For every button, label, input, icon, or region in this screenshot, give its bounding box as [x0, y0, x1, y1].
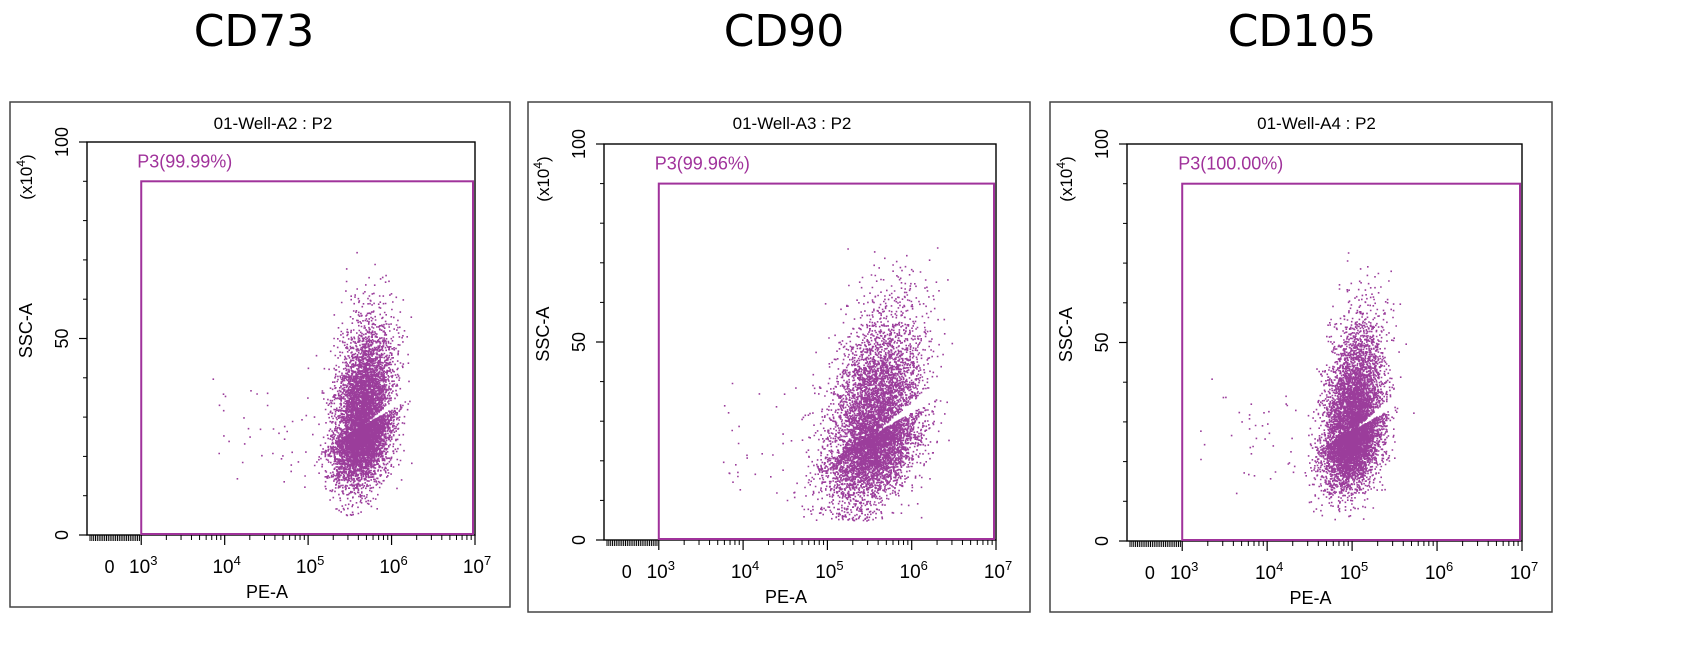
x-tick-label: 104	[731, 558, 759, 583]
plot-title: 01-Well-A3 : P2	[733, 114, 852, 133]
y-tick-label: 100	[1092, 129, 1112, 159]
x-tick-label: 0	[1145, 563, 1155, 583]
x-tick-label: 103	[129, 553, 157, 578]
gate-label: P3(99.99%)	[137, 151, 232, 171]
y-unit-label: (x104)	[1054, 156, 1076, 201]
scatter-dots	[1200, 252, 1415, 521]
x-tick-label: 0	[105, 557, 115, 577]
x-tick-label: 106	[1425, 559, 1453, 584]
x-tick-label: 107	[463, 553, 491, 578]
y-axis-label: SSC-A	[533, 307, 553, 362]
x-tick-label: 105	[815, 558, 843, 583]
gate-p3	[657, 182, 996, 540]
y-tick-label: 100	[569, 129, 589, 159]
x-tick-label: 106	[379, 553, 407, 578]
scatter-panel-1: 01-Well-A2 : P2 P3(99.99%) 0 50 100 SSC-A (x10…	[9, 101, 511, 608]
y-tick-label: 0	[52, 530, 72, 540]
x-tick-label: 0	[622, 562, 632, 582]
x-tick-label: 104	[1255, 559, 1283, 584]
y-unit-label: (x104)	[531, 156, 553, 201]
gate-p3	[1181, 182, 1522, 541]
scatter-dots	[722, 247, 954, 522]
y-tick-label: 0	[569, 535, 589, 545]
x-tick-label: 107	[984, 558, 1012, 583]
y-tick-label: 50	[52, 328, 72, 348]
panel-frame	[527, 101, 1031, 613]
x-tick-label: 103	[1170, 559, 1198, 584]
panel-title-cd73: CD73	[193, 6, 315, 57]
x-tick-label: 106	[900, 558, 928, 583]
y-axis-label: SSC-A	[1056, 307, 1076, 362]
panel-title-cd90: CD90	[723, 6, 845, 57]
y-tick-label: 0	[1092, 536, 1112, 546]
scatter-points	[722, 247, 954, 522]
gate-label: P3(100.00%)	[1178, 154, 1283, 174]
scatter-points	[212, 251, 413, 517]
panel-frame	[9, 101, 511, 608]
scatter-panel-3: 01-Well-A4 : P2 P3(100.00%) 0 50 100 SSC-A (x1…	[1049, 101, 1553, 613]
x-axis-label: PE-A	[1289, 588, 1331, 608]
x-tick-label: 107	[1510, 559, 1538, 584]
gate-label: P3(99.96%)	[655, 154, 750, 174]
y-unit-label: (x104)	[14, 154, 36, 199]
plot-title: 01-Well-A4 : P2	[1257, 114, 1376, 133]
panel-frame	[1049, 101, 1553, 613]
gate-p3	[140, 180, 474, 536]
y-tick-label: 50	[1092, 332, 1112, 352]
y-tick-label: 100	[52, 127, 72, 157]
x-axis-label: PE-A	[246, 582, 288, 602]
x-tick-label: 105	[1340, 559, 1368, 584]
x-tick-label: 103	[647, 558, 675, 583]
x-axis-label: PE-A	[765, 587, 807, 607]
scatter-dots	[212, 251, 413, 517]
plot-title: 01-Well-A2 : P2	[214, 114, 333, 133]
x-tick-label: 104	[212, 553, 240, 578]
y-axis-label: SSC-A	[16, 303, 36, 358]
y-tick-label: 50	[569, 332, 589, 352]
scatter-panel-2: 01-Well-A3 : P2 P3(99.96%) 0 50 100 SSC-A (x10…	[527, 101, 1031, 613]
scatter-points	[1200, 252, 1415, 521]
panel-title-cd105: CD105	[1227, 6, 1377, 57]
x-tick-label: 105	[296, 553, 324, 578]
